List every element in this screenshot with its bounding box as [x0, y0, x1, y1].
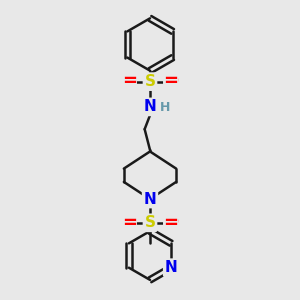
Text: S: S [145, 74, 155, 89]
Text: =: = [163, 214, 178, 232]
Text: S: S [145, 215, 155, 230]
Text: N: N [144, 99, 156, 114]
Text: O: O [165, 74, 178, 89]
Text: =: = [163, 73, 178, 91]
Text: O: O [122, 74, 135, 89]
Text: O: O [122, 215, 135, 230]
Text: =: = [122, 73, 137, 91]
Text: O: O [165, 215, 178, 230]
Text: =: = [122, 214, 137, 232]
Text: H: H [160, 101, 170, 114]
Text: N: N [144, 191, 156, 206]
Text: N: N [165, 260, 178, 275]
